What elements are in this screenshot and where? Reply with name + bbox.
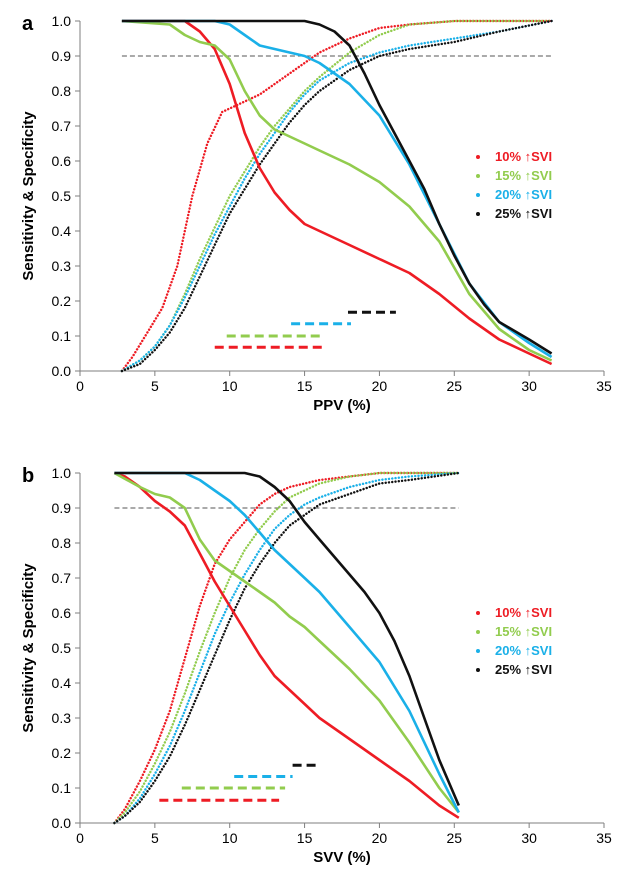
panel-a-y-tick-label: 0.4 (52, 223, 72, 239)
panel-b-y-tick-label: 0.9 (52, 500, 72, 516)
panel-a-y-tick-label: 1.0 (52, 13, 72, 29)
panel-b-y-tick-label: 0.8 (52, 535, 72, 551)
panel-a-chart: a 0 5 10 15 20 25 30 35 0.0 0.1 0.2 0.3 0.4 0.5 0.6 0.7… (20, 13, 612, 414)
panel-a-y-tick-label: 0.3 (52, 258, 72, 274)
panel-b-y-tick-label: 0.3 (52, 710, 72, 726)
panel-a-legend-label-10: 10% ↑SVI (495, 149, 552, 164)
panel-b-y-tick-label: 1.0 (52, 465, 72, 481)
panel-a-y-tick-label: 0.9 (52, 48, 72, 64)
panel-b-legend-marker-25 (476, 668, 480, 672)
panel-b-x-tick-label: 10 (222, 830, 238, 846)
panel-b-y-tick-label: 0.4 (52, 675, 72, 691)
panel-b-sensitivity-curve-25 (114, 471, 460, 807)
panel-a-sensitivity-curve-15 (121, 19, 553, 362)
panel-b-legend-label-20: 20% ↑SVI (495, 643, 552, 658)
panel-a-legend-marker-20 (476, 193, 480, 197)
panel-b-chart: b 0 5 10 15 20 25 30 35 0.0 0.1 0.2 0.3 0.4 0.5 0.6 0.7… (20, 465, 612, 866)
panel-b-legend-marker-15 (476, 630, 480, 634)
panel-b-legend-marker-10 (476, 611, 480, 615)
panel-b-specificity-curve-20 (113, 471, 460, 825)
panel-a-y-tick-label: 0.0 (52, 363, 72, 379)
panel-b-y-tick-label: 0.7 (52, 570, 72, 586)
panel-b-letter: b (22, 465, 34, 487)
panel-b-y-axis-label: Sensitivity & Specificity (20, 563, 37, 733)
panel-a-x-tick-label: 5 (151, 378, 159, 394)
panel-a-x-tick-label: 10 (222, 378, 238, 394)
panel-b-plot-area: 0 5 10 15 20 25 30 35 0.0 0.1 0.2 0.3 0.4 0.5 0.6 0.7 0.… (52, 465, 612, 846)
panel-a-x-tick-label: 20 (372, 378, 388, 394)
panel-b-y-tick-label: 0.1 (52, 780, 72, 796)
panel-b-y-tick-label: 0.2 (52, 745, 72, 761)
panel-a-letter: a (22, 13, 34, 35)
panel-a-plot-area: 0 5 10 15 20 25 30 35 0.0 0.1 0.2 0.3 0.4 0.5 0.6 0.7 0.… (52, 13, 612, 394)
panel-a-specificity-curve-25 (120, 19, 553, 373)
panel-b-y-tick-label: 0.6 (52, 605, 72, 621)
panel-b-x-tick-label: 0 (76, 830, 84, 846)
panel-b-legend: 10% ↑SVI 15% ↑SVI 20% ↑SVI 25% ↑SVI (476, 605, 552, 677)
panel-b-legend-marker-20 (476, 649, 480, 653)
panel-a-y-tick-label: 0.5 (52, 188, 72, 204)
panel-a-specificity-curve-20 (120, 19, 553, 373)
panel-b-x-tick-label: 15 (297, 830, 313, 846)
panel-a-y-tick-label: 0.7 (52, 118, 72, 134)
panel-b-sensitivity-curve-10 (113, 471, 460, 819)
panel-b-specificity-curve-10 (113, 471, 460, 825)
panel-b-x-tick-label: 25 (446, 830, 462, 846)
panel-a-legend-label-25: 25% ↑SVI (495, 206, 552, 221)
panel-a-y-tick-label: 0.1 (52, 328, 72, 344)
panel-a-x-tick-label: 35 (596, 378, 612, 394)
panel-b-x-axis-label: SVV (%) (313, 849, 371, 866)
panel-b-legend-label-15: 15% ↑SVI (495, 624, 552, 639)
panel-a-legend-marker-15 (476, 174, 480, 178)
panel-a-legend: 10% ↑SVI 15% ↑SVI 20% ↑SVI 25% ↑SVI (476, 149, 552, 221)
panel-a-legend-marker-25 (476, 212, 480, 216)
panel-a-y-tick-label: 0.8 (52, 83, 72, 99)
panel-a-y-tick-label: 0.6 (52, 153, 72, 169)
panel-b-y-tick-label: 0.5 (52, 640, 72, 656)
panel-b-x-tick-label: 35 (596, 830, 612, 846)
panel-a-legend-label-15: 15% ↑SVI (495, 168, 552, 183)
panel-b-sensitivity-curve-15 (113, 471, 460, 814)
panel-a-legend-label-20: 20% ↑SVI (495, 187, 552, 202)
panel-a-x-tick-label: 0 (76, 378, 84, 394)
panel-a-sensitivity-curve-10 (121, 19, 553, 366)
panel-b-specificity-curve-15 (113, 471, 460, 825)
panel-a-x-tick-label: 25 (446, 378, 462, 394)
panel-b-sensitivity-curve-20 (114, 471, 460, 814)
panel-a-x-tick-label: 15 (297, 378, 313, 394)
panel-b-x-tick-label: 5 (151, 830, 159, 846)
panel-b-x-tick-label: 30 (521, 830, 537, 846)
panel-b-legend-label-25: 25% ↑SVI (495, 662, 552, 677)
panel-a-legend-marker-10 (476, 155, 480, 159)
panel-a-x-tick-label: 30 (521, 378, 537, 394)
panel-a-x-axis-label: PPV (%) (313, 397, 371, 414)
panel-a-sensitivity-curve-25 (121, 19, 553, 355)
panel-b-specificity-curve-25 (113, 471, 460, 825)
panel-b-legend-label-10: 10% ↑SVI (495, 605, 552, 620)
panel-a-specificity-curve-10 (120, 19, 553, 373)
panel-a-y-axis-label: Sensitivity & Specificity (20, 111, 37, 281)
panel-a-y-tick-label: 0.2 (52, 293, 72, 309)
panel-b-y-tick-label: 0.0 (52, 815, 72, 831)
panel-b-x-tick-label: 20 (372, 830, 388, 846)
